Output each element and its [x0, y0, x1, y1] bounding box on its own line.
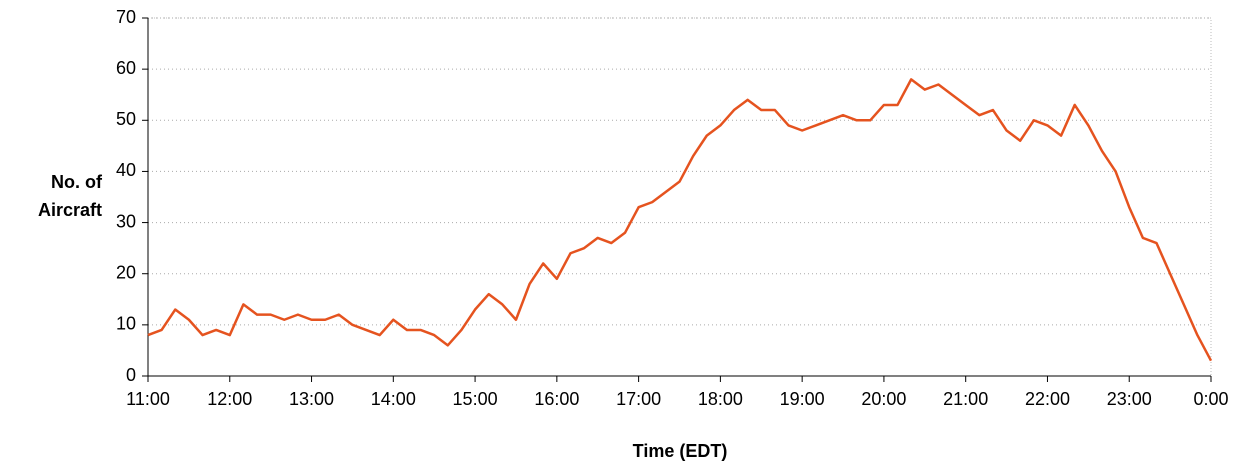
- y-tick-label: 20: [116, 262, 136, 282]
- y-tick-label: 50: [116, 109, 136, 129]
- x-tick-label: 21:00: [943, 389, 988, 409]
- y-tick-label: 70: [116, 7, 136, 27]
- x-axis-label: Time (EDT): [633, 441, 728, 461]
- data-line: [147, 78, 1213, 362]
- y-tick-label: 40: [116, 160, 136, 180]
- y-tick-label: 10: [116, 314, 136, 334]
- x-tick-label: 15:00: [453, 389, 498, 409]
- x-tick-label: 12:00: [207, 389, 252, 409]
- x-tick-label: 14:00: [371, 389, 416, 409]
- y-tick-label: 0: [126, 365, 136, 385]
- x-tick-label: 23:00: [1107, 389, 1152, 409]
- y-tick-label: 60: [116, 58, 136, 78]
- x-tick-label: 0:00: [1193, 389, 1228, 409]
- x-tick-label: 13:00: [289, 389, 334, 409]
- x-tick-label: 22:00: [1025, 389, 1070, 409]
- x-tick-label: 11:00: [126, 389, 170, 409]
- x-tick-label: 17:00: [616, 389, 661, 409]
- y-tick-label: 30: [116, 211, 136, 231]
- x-tick-label: 16:00: [534, 389, 579, 409]
- plot-border: [147, 17, 1212, 377]
- y-axis-label: No. of Aircraft: [37, 172, 102, 220]
- x-tick-label: 18:00: [698, 389, 743, 409]
- x-tick-label: 20:00: [861, 389, 906, 409]
- x-tick-label: 19:00: [780, 389, 825, 409]
